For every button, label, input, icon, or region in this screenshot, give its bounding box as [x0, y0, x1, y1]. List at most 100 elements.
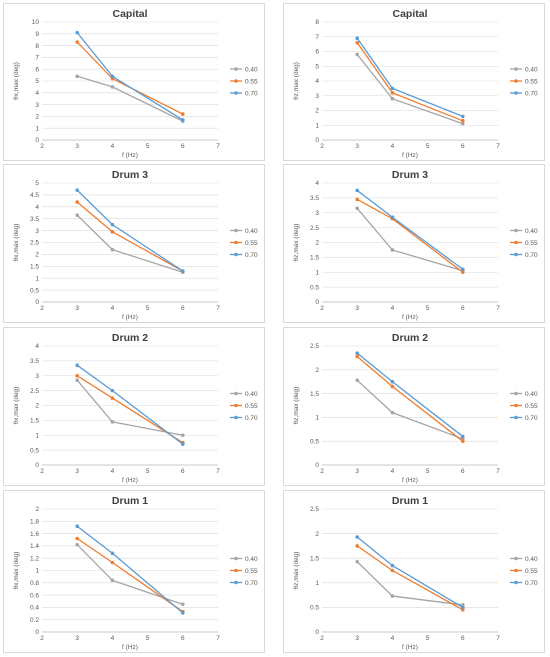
x-tick-label: 4: [391, 143, 395, 150]
y-tick-label: 0.5: [310, 605, 319, 612]
chart-panel: Drum 2 0 0.5 1 1.5 2 2.5 3 3.5 4 2 3 4 5 6 7 f (Hz) θx,ma…: [3, 327, 265, 486]
y-tick-label: 2.5: [30, 240, 39, 247]
y-tick-label: 3: [35, 102, 39, 109]
y-tick-label: 2: [35, 114, 39, 121]
x-tick-label: 5: [146, 468, 150, 475]
x-tick-label: 6: [181, 468, 185, 475]
data-point: [355, 206, 359, 211]
legend-marker: [514, 580, 518, 585]
y-tick-label: 1: [35, 125, 39, 132]
x-axis-label: f (Hz): [122, 152, 138, 159]
chart-title: Drum 3: [112, 169, 148, 181]
legend-marker: [234, 67, 238, 71]
data-point: [75, 213, 79, 217]
y-tick-label: 6: [35, 66, 39, 73]
x-tick-label: 2: [320, 635, 324, 642]
y-tick-label: 0.5: [310, 438, 319, 445]
x-tick-label: 6: [181, 305, 185, 312]
data-point: [181, 442, 185, 446]
y-tick-label: 1.6: [30, 531, 39, 538]
data-point: [110, 396, 115, 400]
legend-label: 0.55: [525, 403, 538, 410]
data-point: [181, 602, 185, 607]
y-tick-label: 1: [315, 580, 319, 587]
chart-panel: Drum 1 0 0.2 0.4 0.6 0.8 1 1.2 1.4 1.6 1.8 2 2 3 4 5 6 7 f…: [3, 490, 265, 653]
data-point: [75, 542, 79, 547]
y-tick-label: 3.5: [310, 195, 319, 202]
x-tick-label: 2: [320, 143, 324, 150]
legend-label: 0.55: [245, 403, 258, 410]
x-tick-label: 5: [426, 305, 430, 312]
chart-title: Drum 1: [392, 495, 428, 507]
data-point: [461, 267, 465, 272]
x-tick-label: 2: [40, 635, 44, 642]
y-tick-label: 0.4: [30, 605, 39, 612]
legend-marker: [514, 67, 518, 71]
y-tick-label: 3.5: [30, 358, 39, 365]
data-point: [390, 91, 395, 95]
legend-label: 0.70: [525, 90, 538, 97]
y-tick-label: 3.5: [30, 216, 39, 223]
y-tick-label: 1.5: [310, 255, 319, 262]
y-tick-label: 3: [315, 210, 319, 217]
y-tick-label: 1.8: [30, 519, 39, 526]
x-tick-label: 7: [496, 143, 500, 150]
y-axis-label: θx,max (deg): [13, 62, 20, 100]
y-tick-label: 2.5: [310, 506, 319, 513]
legend-marker: [514, 568, 518, 573]
data-point: [75, 373, 79, 378]
data-point: [181, 112, 185, 116]
line-chart: Capital 0 1 2 3 4 5 6 7 8 2 3 4 5 6 7 f (Hz) θz,max (deg)…: [293, 8, 538, 159]
chart-title: Drum 3: [392, 169, 428, 181]
x-tick-label: 5: [426, 468, 430, 475]
data-point: [181, 433, 185, 438]
x-tick-label: 3: [75, 305, 79, 312]
line-chart: Drum 2 0 0.5 1 1.5 2 2.5 3 3.5 4 2 3 4 5 6 7 f (Hz) θx,ma…: [13, 332, 258, 484]
legend-marker: [234, 580, 238, 585]
y-axis-label: θx,max (deg): [13, 552, 20, 590]
y-tick-label: 1.4: [30, 543, 39, 550]
legend-label: 0.40: [525, 66, 538, 73]
legend-marker: [514, 252, 518, 257]
data-point: [355, 559, 359, 564]
y-tick-label: 1.2: [30, 555, 39, 562]
y-tick-label: 2: [35, 252, 39, 259]
y-tick-label: 4: [315, 78, 319, 85]
legend-label: 0.40: [245, 556, 258, 563]
chart-title: Drum 1: [112, 495, 148, 507]
data-point: [390, 563, 395, 568]
x-tick-label: 5: [146, 143, 150, 150]
legend-marker: [234, 79, 238, 83]
data-point: [461, 608, 465, 612]
legend-label: 0.40: [525, 391, 538, 398]
legend-marker: [234, 403, 238, 408]
data-point: [110, 247, 115, 252]
legend-label: 0.70: [245, 252, 258, 259]
x-tick-label: 3: [75, 635, 79, 642]
series-line: [356, 207, 463, 272]
x-tick-label: 4: [111, 468, 115, 475]
x-tick-label: 4: [391, 305, 395, 312]
data-point: [461, 603, 465, 607]
y-tick-label: 8: [315, 19, 319, 26]
data-point: [110, 578, 115, 583]
data-point: [390, 86, 395, 91]
legend-label: 0.55: [245, 240, 258, 247]
data-point: [75, 30, 79, 35]
chart-panel: Drum 1 0 0.5 1 1.5 2 2.5 2 3 4 5 6 7 f (Hz) θz,max (de…: [283, 490, 545, 653]
data-point: [390, 568, 395, 573]
y-tick-label: 3: [35, 373, 39, 380]
data-point: [181, 611, 185, 615]
x-tick-label: 3: [75, 143, 79, 150]
legend-label: 0.40: [525, 556, 538, 563]
y-tick-label: 3: [315, 93, 319, 100]
y-tick-label: 0.6: [30, 592, 39, 599]
data-point: [75, 188, 79, 192]
legend-marker: [234, 91, 238, 95]
y-tick-label: 0: [35, 299, 39, 306]
line-chart: Drum 3 0 0.5 1 1.5 2 2.5 3 3.5 4 4.5 5 2 3 4 5 6 7 f (Hz) θ…: [13, 169, 258, 321]
legend-marker: [234, 391, 238, 396]
legend-label: 0.70: [525, 580, 538, 587]
y-tick-label: 3: [35, 228, 39, 235]
x-tick-label: 3: [355, 468, 359, 475]
